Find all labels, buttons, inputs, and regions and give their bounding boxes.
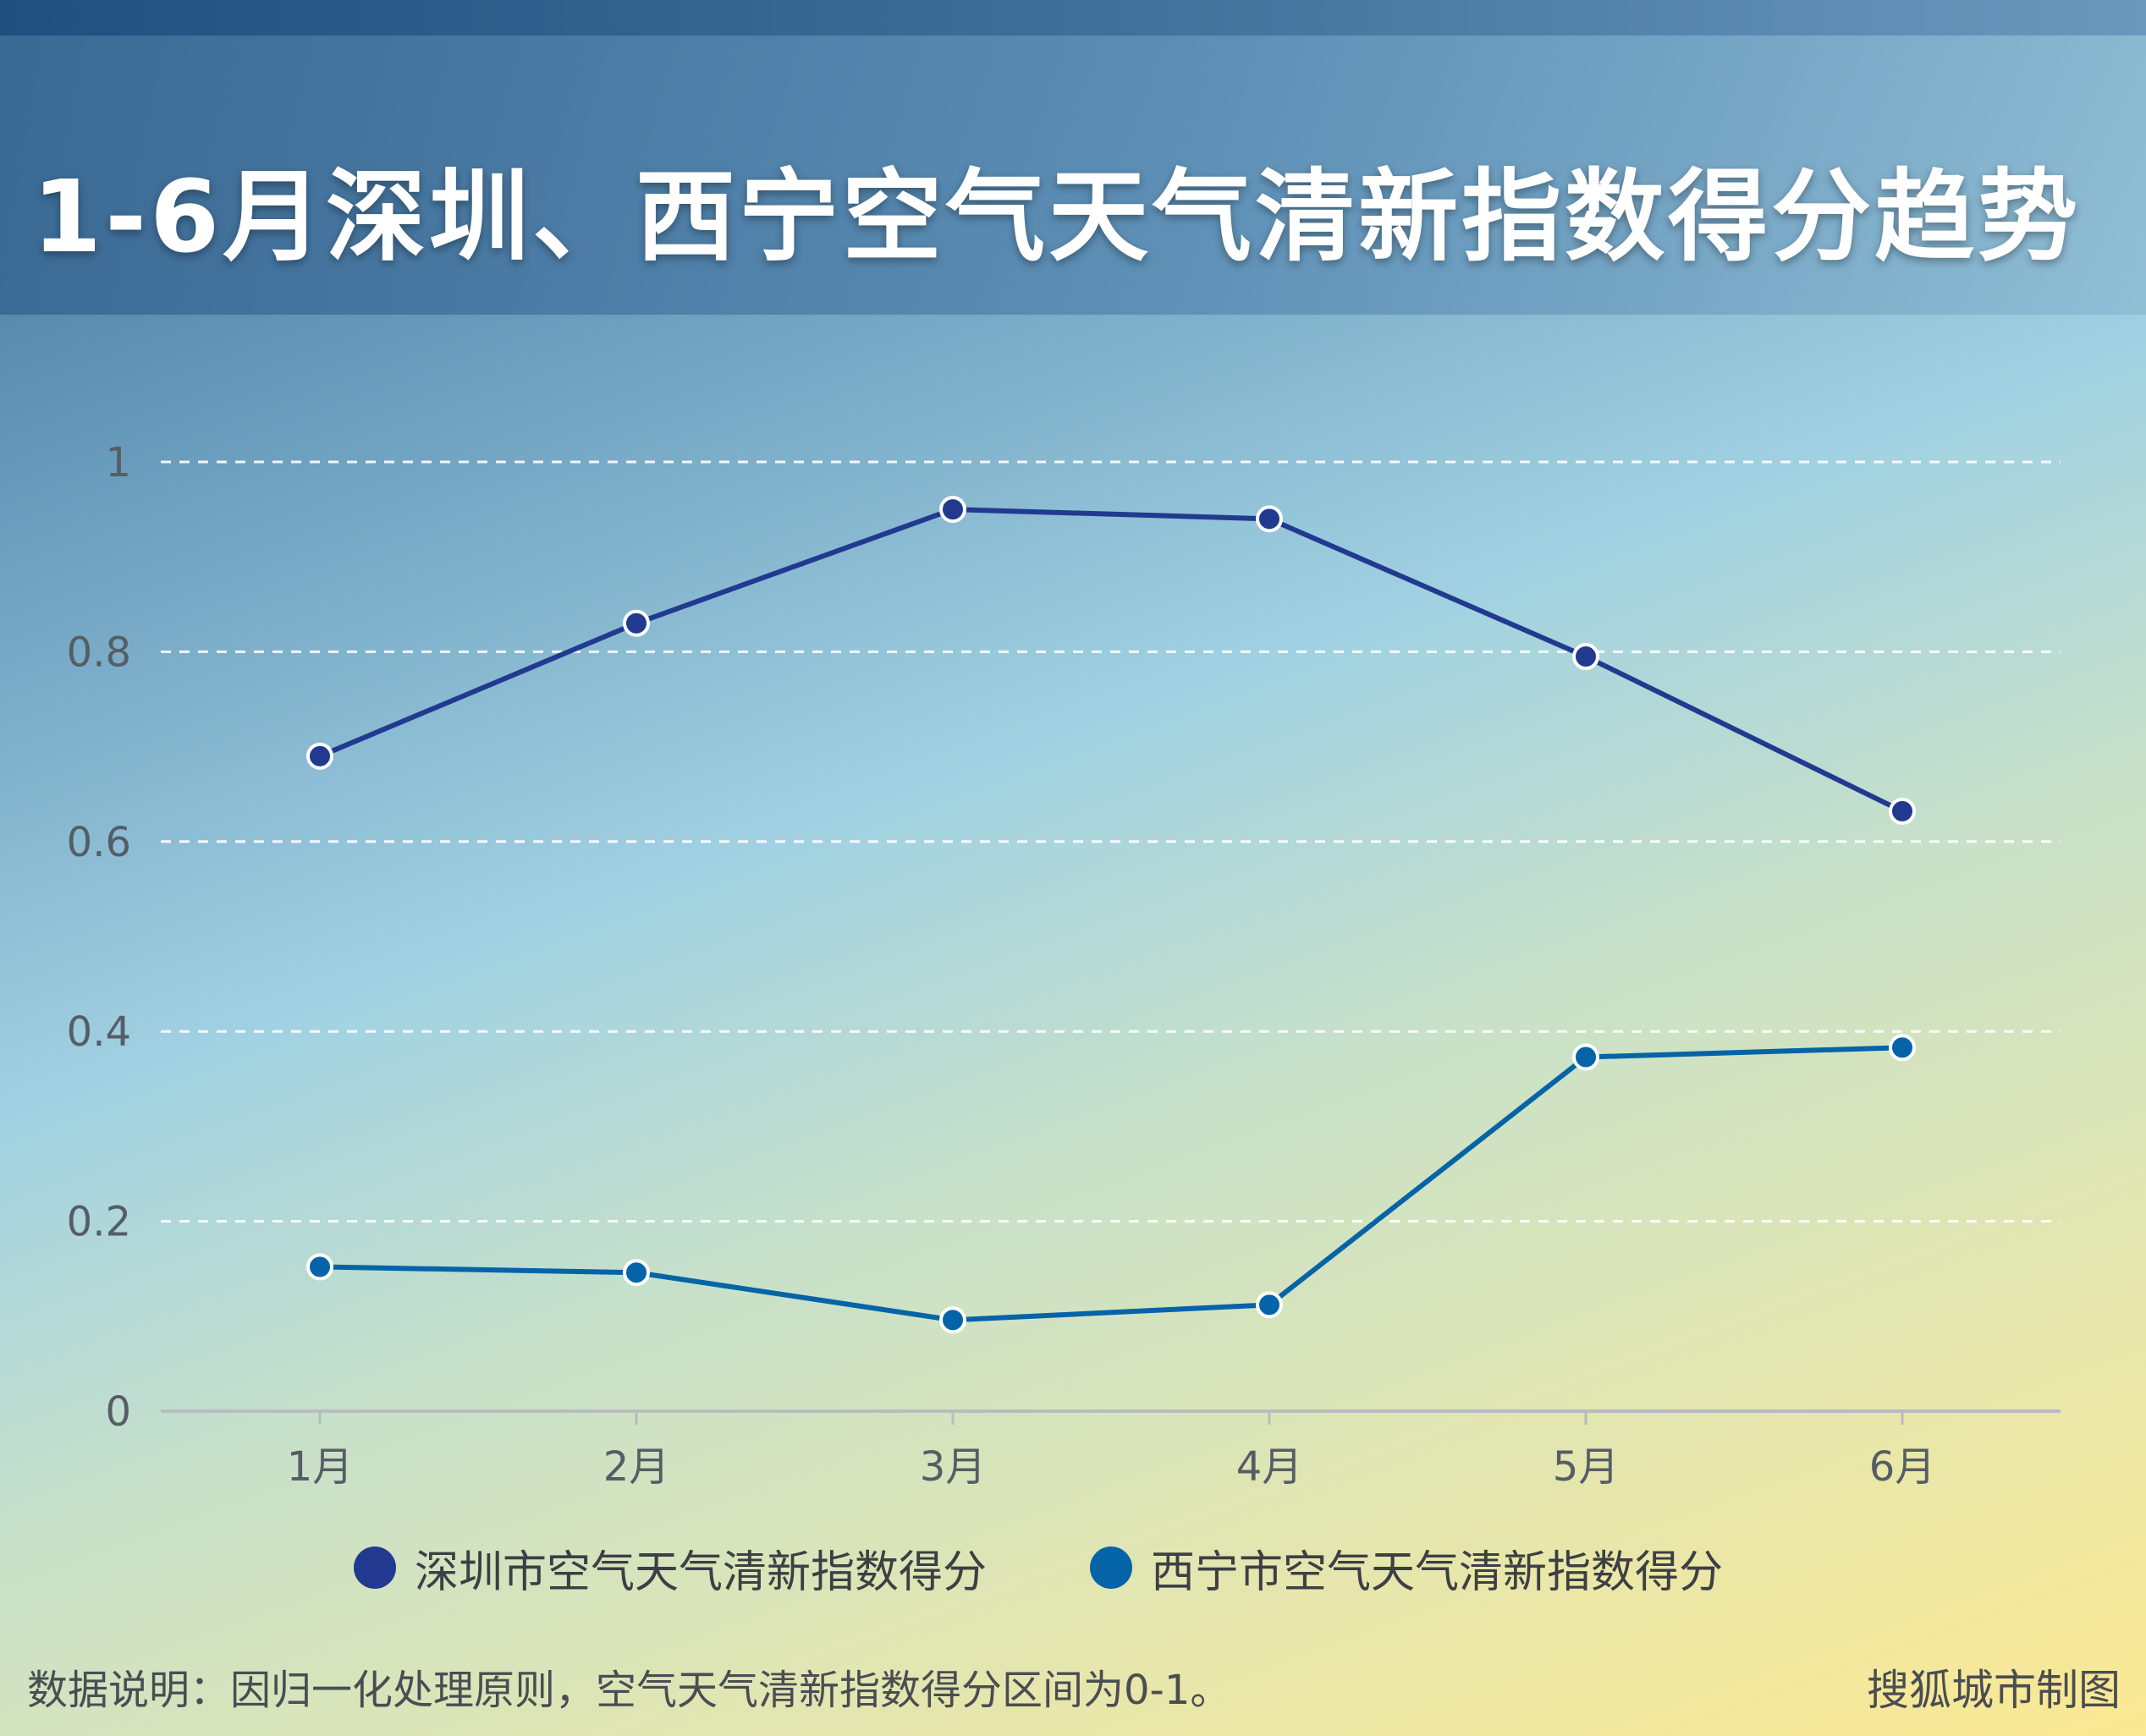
- x-tick-label-2: 3月: [920, 1443, 987, 1491]
- data-point-1-2: [939, 1306, 966, 1334]
- legend-marker-shenzhen: [354, 1546, 396, 1589]
- data-point-0-1: [623, 609, 650, 637]
- y-tick-label-4: 0.8: [67, 629, 131, 676]
- legend-item-xining[interactable]: 西宁市空气天气清新指数得分: [1090, 1538, 1724, 1598]
- y-tick-label-5: 1: [105, 439, 131, 486]
- y-axis-ticks: 0 0.2 0.4 0.6 0.8 1: [67, 439, 131, 1436]
- data-point-1-3: [1256, 1291, 1283, 1319]
- x-tick-label-1: 2月: [603, 1443, 670, 1491]
- data-point-1-5: [1889, 1034, 1916, 1062]
- data-point-0-5: [1889, 797, 1916, 825]
- y-tick-label-3: 0.6: [67, 819, 131, 866]
- data-point-0-3: [1256, 505, 1283, 533]
- source-credit: 搜狐城市制图: [1867, 1666, 2121, 1715]
- series-line-1: [319, 1045, 1903, 1323]
- data-note: 数据说明：因归一化处理原则，空气天气清新指数得分区间为0-1。: [27, 1667, 1231, 1714]
- data-point-0-2: [939, 496, 966, 524]
- series-layer: [306, 496, 1916, 1334]
- data-point-0-0: [306, 742, 333, 770]
- data-point-1-4: [1572, 1043, 1599, 1071]
- data-point-0-4: [1572, 643, 1599, 671]
- x-axis: 1月 2月 3月 4月 5月 6月: [161, 1409, 2061, 1491]
- legend-marker-xining: [1090, 1546, 1132, 1589]
- legend-label-shenzhen: 深圳市空气天气清新指数得分: [415, 1546, 988, 1598]
- y-tick-label-1: 0.2: [67, 1199, 131, 1246]
- data-point-1-1: [623, 1259, 650, 1287]
- x-tick-label-0: 1月: [287, 1443, 354, 1491]
- y-tick-label-2: 0.4: [67, 1008, 131, 1056]
- x-tick-label-3: 4月: [1236, 1443, 1303, 1491]
- top-accent-bar: [0, 0, 2146, 36]
- title-banner: [0, 36, 2146, 315]
- y-tick-label-0: 0: [105, 1388, 131, 1436]
- x-tick-label-5: 6月: [1869, 1443, 1936, 1491]
- legend-item-shenzhen[interactable]: 深圳市空气天气清新指数得分: [354, 1538, 988, 1598]
- data-point-1-0: [306, 1253, 333, 1281]
- legend: 深圳市空气天气清新指数得分 西宁市空气天气清新指数得分: [0, 1538, 2146, 1598]
- gridlines: [161, 460, 2061, 1223]
- x-tick-label-4: 5月: [1553, 1443, 1620, 1491]
- chart-title: 1-6月深圳、西宁空气天气清新指数得分趋势: [32, 158, 2082, 275]
- series-line-0: [318, 507, 1904, 814]
- legend-label-xining: 西宁市空气天气清新指数得分: [1151, 1546, 1724, 1598]
